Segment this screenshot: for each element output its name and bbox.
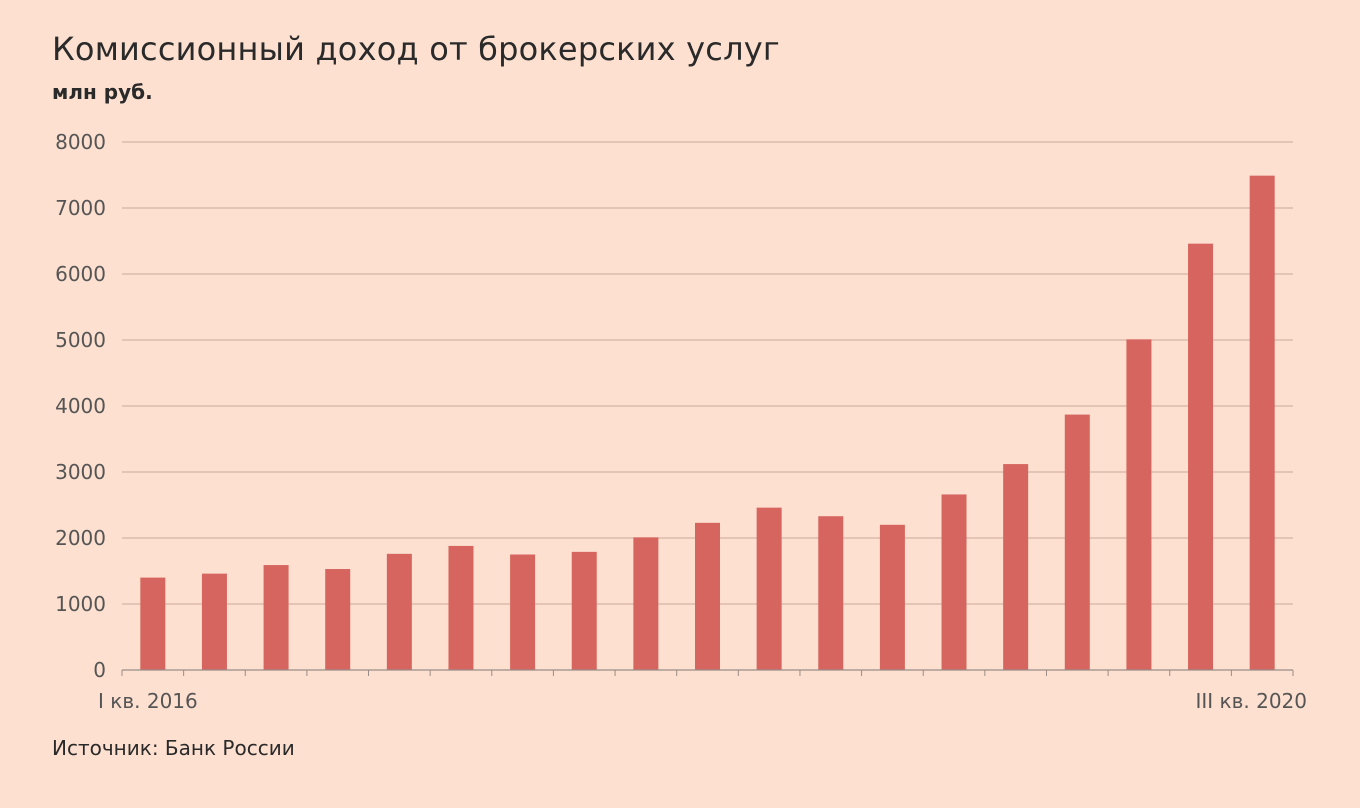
gridlines [122, 141, 1293, 605]
y-tick-label: 2000 [55, 526, 106, 550]
bar [1003, 464, 1029, 670]
y-tick-label: 8000 [55, 130, 106, 154]
bar [448, 545, 474, 670]
bar [263, 565, 289, 670]
bar [756, 507, 782, 670]
y-tick-label: 1000 [55, 592, 106, 616]
bar [1188, 243, 1214, 670]
bar [510, 554, 536, 670]
bar [201, 573, 227, 670]
x-tick-label-first: I кв. 2016 [98, 689, 198, 713]
y-tick-label: 3000 [55, 460, 106, 484]
chart-subtitle: млн руб. [52, 80, 153, 104]
y-tick-label: 4000 [55, 394, 106, 418]
bar [140, 577, 166, 670]
bar [941, 494, 967, 670]
chart-title: Комиссионный доход от брокерских услуг [52, 30, 780, 68]
bar-series [140, 175, 1275, 670]
bar [633, 537, 659, 670]
bar [1126, 339, 1152, 670]
bar [1064, 414, 1090, 670]
bar [386, 553, 412, 670]
bar [695, 522, 720, 670]
y-axis-labels: 0 1000 2000 3000 4000 5000 6000 7000 8000 [55, 130, 106, 682]
y-tick-label: 0 [93, 658, 106, 682]
y-tick-label: 5000 [55, 328, 106, 352]
bar [1249, 175, 1275, 670]
bar [818, 516, 844, 670]
x-axis [121, 669, 1294, 676]
y-tick-label: 6000 [55, 262, 106, 286]
bar [879, 524, 905, 670]
y-tick-label: 7000 [55, 196, 106, 220]
source-note: Источник: Банк России [52, 736, 295, 760]
bar [325, 569, 351, 670]
x-tick-label-last: III кв. 2020 [1195, 689, 1307, 713]
bar [571, 551, 597, 670]
